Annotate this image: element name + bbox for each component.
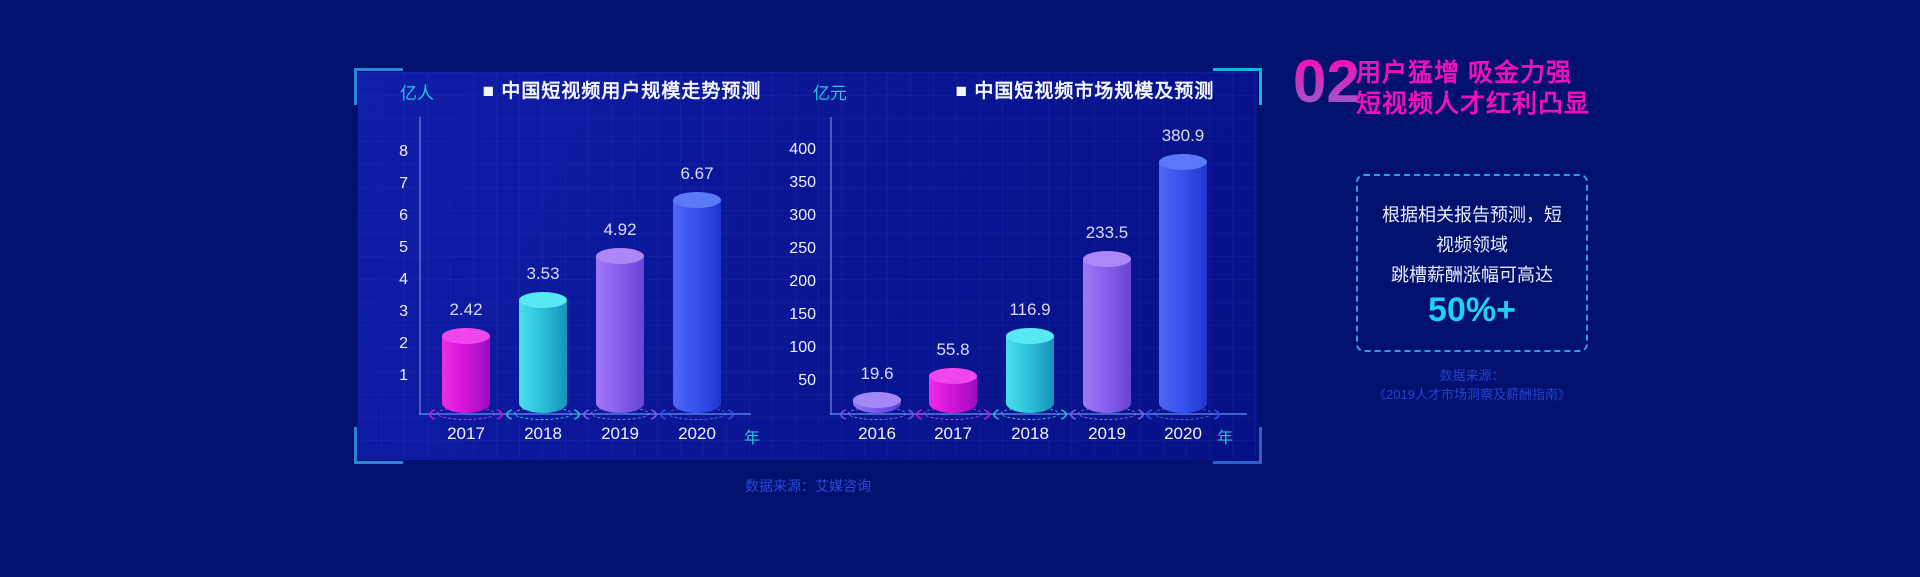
x-axis-category-label: 2018 — [1011, 424, 1049, 443]
y-axis-tick-label: 1 — [399, 367, 408, 384]
bar-base-ring-inner — [668, 407, 726, 420]
bar-base-ring-outer — [1146, 404, 1220, 425]
section-heading: 用户猛增 吸金力强 短视频人才红利凸显 — [1356, 58, 1590, 120]
bar-base-ring-inner — [924, 407, 982, 420]
bar-cylinder-top — [853, 392, 901, 409]
callout-box: 根据相关报告预测，短 视频领域 跳槽薪酬涨幅可高达 50%+ — [1356, 174, 1588, 352]
bar-base-ring-outer — [506, 404, 580, 425]
bar-value-label: 2.42 — [449, 299, 483, 319]
bar-value-label: 233.5 — [1085, 222, 1129, 242]
x-axis-line — [419, 413, 751, 415]
bar-value-label: 116.9 — [1009, 299, 1051, 319]
footer-source: 数据来源：艾媒咨询 — [745, 478, 871, 494]
bar-cylinder — [442, 335, 490, 413]
bar-base-ring-outer — [429, 404, 503, 425]
x-axis-category-label: 2017 — [934, 424, 972, 443]
x-axis-category-label: 2016 — [858, 424, 896, 443]
y-axis-tick-label: 3 — [399, 303, 408, 320]
bar-cylinder — [1083, 258, 1131, 413]
y-axis-tick-label: 150 — [789, 306, 816, 323]
y-axis-tick-label: 7 — [399, 175, 408, 192]
y-axis-unit: 亿元 — [813, 84, 847, 103]
bar-base-ring-outer — [840, 404, 914, 425]
chart-market-scale: 亿元 ■ 中国短视频市场规模及预测 50 100 150 200 250 300 350 40… — [358, 72, 1258, 460]
bar-cylinder-top — [673, 191, 721, 208]
bar-cylinder-top — [1006, 327, 1054, 344]
bar-base-ring-outer — [916, 404, 990, 425]
x-axis-category-label: 2020 — [1164, 424, 1202, 443]
bar-cylinder — [853, 400, 901, 413]
callout-line: 视频领域 — [1436, 235, 1508, 255]
callout-line: 跳槽薪酬涨幅可高达 — [1391, 265, 1553, 285]
y-axis-tick-label: 250 — [789, 240, 816, 257]
x-axis-category-label: 2020 — [678, 424, 716, 443]
bar-cylinder — [929, 376, 977, 413]
y-axis-tick-label: 100 — [789, 339, 816, 356]
bar-cylinder — [519, 300, 567, 413]
x-axis-category-label: 2019 — [601, 424, 639, 443]
y-axis-tick-label: 400 — [789, 141, 816, 158]
y-axis-tick-label: 8 — [399, 143, 408, 160]
y-axis-tick-label: 50 — [798, 372, 816, 389]
x-axis-unit-suffix: 年 — [743, 430, 760, 447]
bar-cylinder — [1006, 335, 1054, 413]
x-axis-category-label: 2019 — [1088, 424, 1126, 443]
panel-corner-top-right — [1213, 68, 1262, 105]
bar-cylinder-top — [1083, 250, 1131, 267]
y-axis-tick-label: 4 — [399, 271, 408, 288]
section-number: 02 — [1293, 48, 1360, 115]
section-heading-line2: 短视频人才红利凸显 — [1356, 90, 1591, 118]
y-axis-tick-label: 6 — [399, 207, 408, 224]
bar-value-label: 6.67 — [680, 163, 714, 183]
bar-value-label: 3.53 — [526, 264, 560, 284]
chart-title: ■ 中国短视频市场规模及预测 — [955, 81, 1215, 102]
panel-corner-bottom-right — [1213, 427, 1262, 464]
bar-base-ring-outer — [1070, 404, 1144, 425]
bar-cylinder — [596, 255, 644, 413]
bar-value-label: 380.9 — [1161, 125, 1205, 145]
panel-corner-top-left — [354, 68, 403, 105]
bar-base-ring-inner — [437, 407, 495, 420]
panel-corner-bottom-left — [354, 427, 403, 464]
bar-base-ring-outer — [660, 404, 734, 425]
callout-source-line1: 数据来源： — [1439, 368, 1505, 383]
bar-value-label: 4.92 — [603, 219, 637, 239]
bar-base-ring-inner — [591, 407, 649, 420]
bar-base-ring-inner — [1154, 407, 1212, 420]
bar-base-ring-inner — [848, 407, 906, 420]
bar-base-ring-inner — [1078, 407, 1136, 420]
callout-source-line2: 《2019人才市场洞察及薪酬指南》 — [1373, 387, 1571, 402]
bar-base-ring-inner — [514, 407, 572, 420]
y-axis-line — [830, 117, 832, 415]
callout-line: 根据相关报告预测，短 — [1382, 205, 1562, 225]
bar-base-ring-inner — [1001, 407, 1059, 420]
x-axis-category-label: 2018 — [524, 424, 562, 443]
chart-user-scale: 亿人 ■ 中国短视频用户规模走势预测 1 2 3 4 5 6 7 8 2.42 2017 3.53 2… — [358, 72, 1258, 460]
bar-cylinder — [1159, 161, 1207, 413]
bar-cylinder-top — [442, 327, 490, 344]
y-axis-line — [419, 117, 421, 415]
bar-value-label: 55.8 — [936, 340, 970, 360]
bar-base-ring-outer — [583, 404, 657, 425]
y-axis-tick-label: 5 — [399, 239, 408, 256]
section-heading-line1: 用户猛增 吸金力强 — [1356, 59, 1572, 87]
y-axis-tick-label: 350 — [789, 174, 816, 191]
y-axis-tick-label: 300 — [789, 207, 816, 224]
y-axis-tick-label: 200 — [789, 273, 816, 290]
bar-cylinder-top — [596, 247, 644, 264]
callout-highlight: 50%+ — [1428, 291, 1516, 329]
bar-cylinder-top — [929, 368, 977, 385]
y-axis-tick-label: 2 — [399, 335, 408, 352]
x-axis-line — [830, 413, 1247, 415]
callout-source: 数据来源： 《2019人才市场洞察及薪酬指南》 — [1332, 366, 1612, 404]
charts-panel: 亿人 ■ 中国短视频用户规模走势预测 1 2 3 4 5 6 7 8 2.42 2017 3.53 2… — [354, 68, 1262, 464]
bar-cylinder-top — [519, 292, 567, 309]
bar-base-ring-outer — [993, 404, 1067, 425]
bar-cylinder-top — [1159, 153, 1207, 170]
chart-title: ■ 中国短视频用户规模走势预测 — [482, 81, 762, 102]
bar-value-label: 19.6 — [860, 364, 894, 384]
x-axis-category-label: 2017 — [447, 424, 485, 443]
bar-cylinder — [673, 199, 721, 413]
